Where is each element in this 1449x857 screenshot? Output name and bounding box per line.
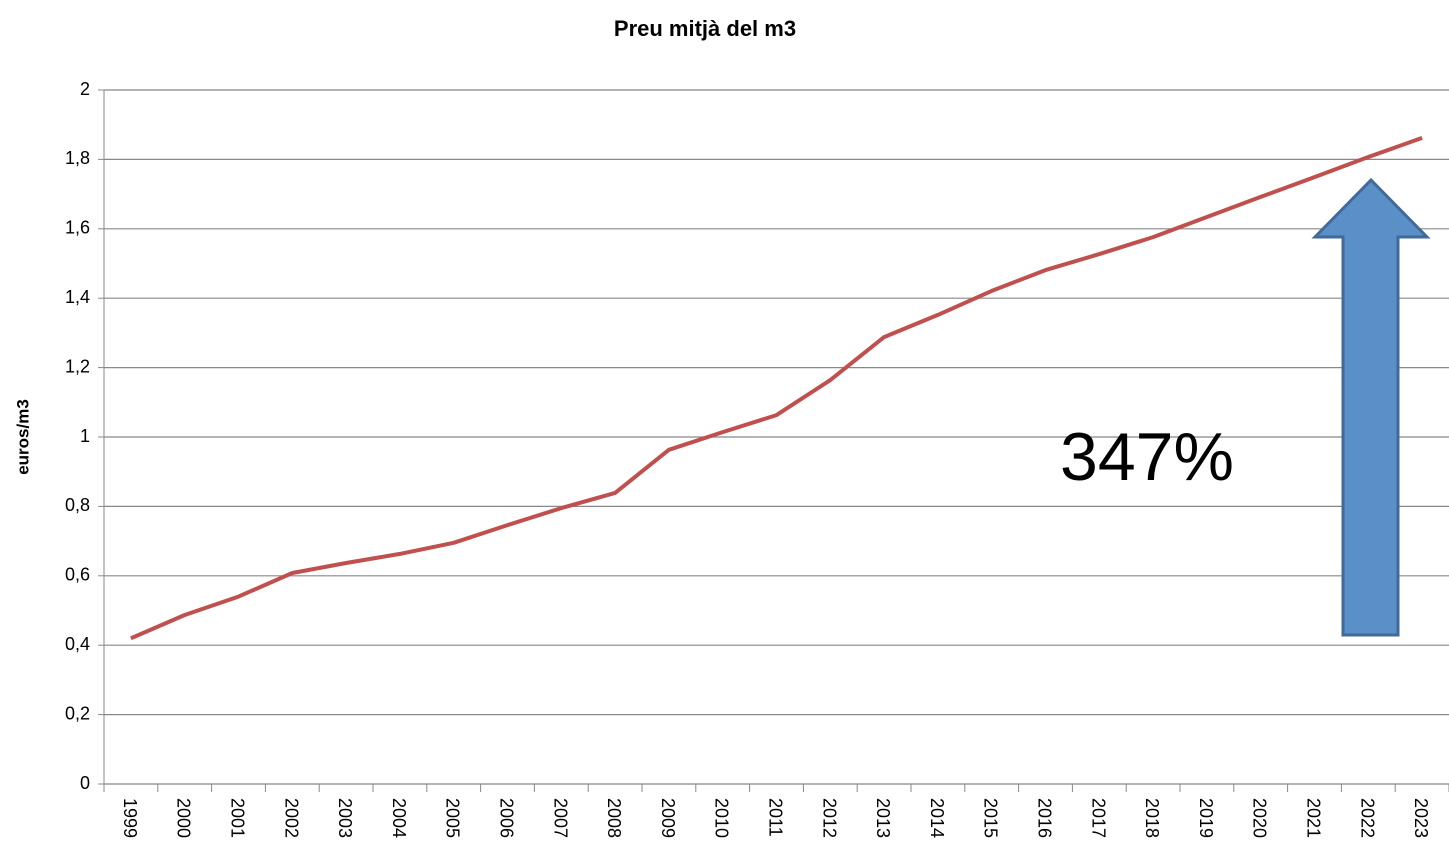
line	[130, 136, 1423, 641]
y-tick-label: 0,2	[65, 703, 90, 723]
x-tick-label: 2019	[1196, 798, 1216, 838]
x-tick-label: 2017	[1088, 798, 1108, 838]
x-tick-label: 2014	[927, 798, 947, 838]
x-tick-label: 2003	[335, 798, 355, 838]
x-tick-label: 2013	[873, 798, 893, 838]
x-tick-label: 2007	[550, 798, 570, 838]
y-tick-label: 1,6	[65, 218, 90, 238]
y-tick-label: 0,8	[65, 495, 90, 515]
x-tick-label: 2005	[443, 798, 463, 838]
x-tick-label: 2016	[1035, 798, 1055, 838]
x-tick-label: 2022	[1357, 798, 1377, 838]
y-tick-label: 0,6	[65, 565, 90, 585]
y-tick-label: 2	[80, 79, 90, 99]
x-tick-label: 2012	[819, 798, 839, 838]
x-tick-label: 2018	[1142, 798, 1162, 838]
x-tick-label: 2011	[766, 798, 786, 837]
x-tick-label: 2015	[981, 798, 1001, 838]
x-tick-label: 2001	[228, 798, 248, 838]
x-tick-label: 2008	[604, 798, 624, 838]
x-tick-label: 2010	[712, 798, 732, 838]
x-tick-label: 2006	[497, 798, 517, 838]
y-tick-label: 1,8	[65, 148, 90, 168]
x-tick-label: 2009	[658, 798, 678, 838]
y-tick-label: 0,4	[65, 634, 90, 654]
x-tick-label: 1999	[120, 798, 140, 838]
x-tick-label: 2000	[174, 798, 194, 838]
y-tick-label: 0	[80, 773, 90, 793]
y-tick-label: 1,2	[65, 356, 90, 376]
chart-title: Preu mitjà del m3	[614, 16, 796, 41]
y-tick-label: 1	[80, 426, 90, 446]
x-tick-label: 2020	[1250, 798, 1270, 838]
arrow	[1311, 177, 1431, 637]
annotation: 347%	[1060, 419, 1234, 495]
x-tick-label: 2004	[389, 798, 409, 838]
y-tick-label: 1,4	[65, 287, 90, 307]
y-axis-label: euros/m3	[13, 399, 32, 475]
x-tick-label: 2021	[1304, 798, 1324, 838]
x-tick-label: 2002	[281, 798, 301, 838]
x-tick-label: 2023	[1411, 798, 1431, 838]
